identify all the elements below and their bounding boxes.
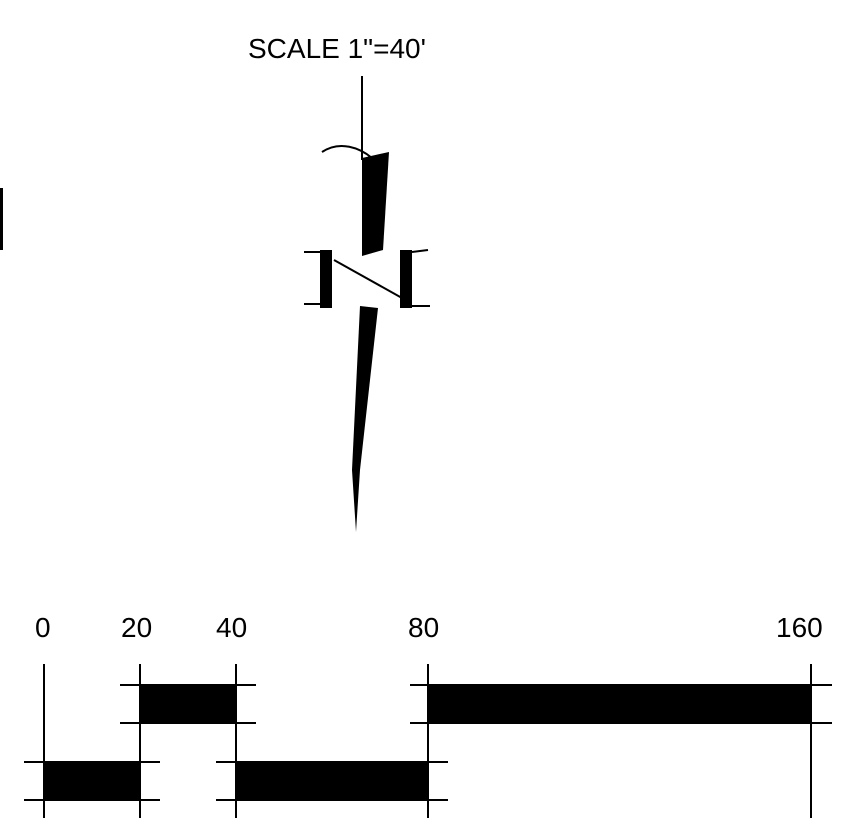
scale-labels: 0 20 40 80 160 (35, 612, 823, 643)
scale-label-0: 0 (35, 612, 51, 643)
scale-segment-20-40 (140, 685, 236, 723)
scale-label-160: 160 (776, 612, 823, 643)
scale-title: SCALE 1"=40' (248, 33, 426, 64)
scale-label-80: 80 (408, 612, 439, 643)
scale-label-20: 20 (121, 612, 152, 643)
edge-mark (0, 188, 3, 250)
scale-segment-80-160 (428, 685, 811, 723)
scale-label-40: 40 (216, 612, 247, 643)
scale-segment-40-80 (236, 762, 428, 800)
north-arrow-icon (304, 76, 430, 532)
scale-bar (24, 664, 832, 818)
scale-segment-0-20 (44, 762, 140, 800)
